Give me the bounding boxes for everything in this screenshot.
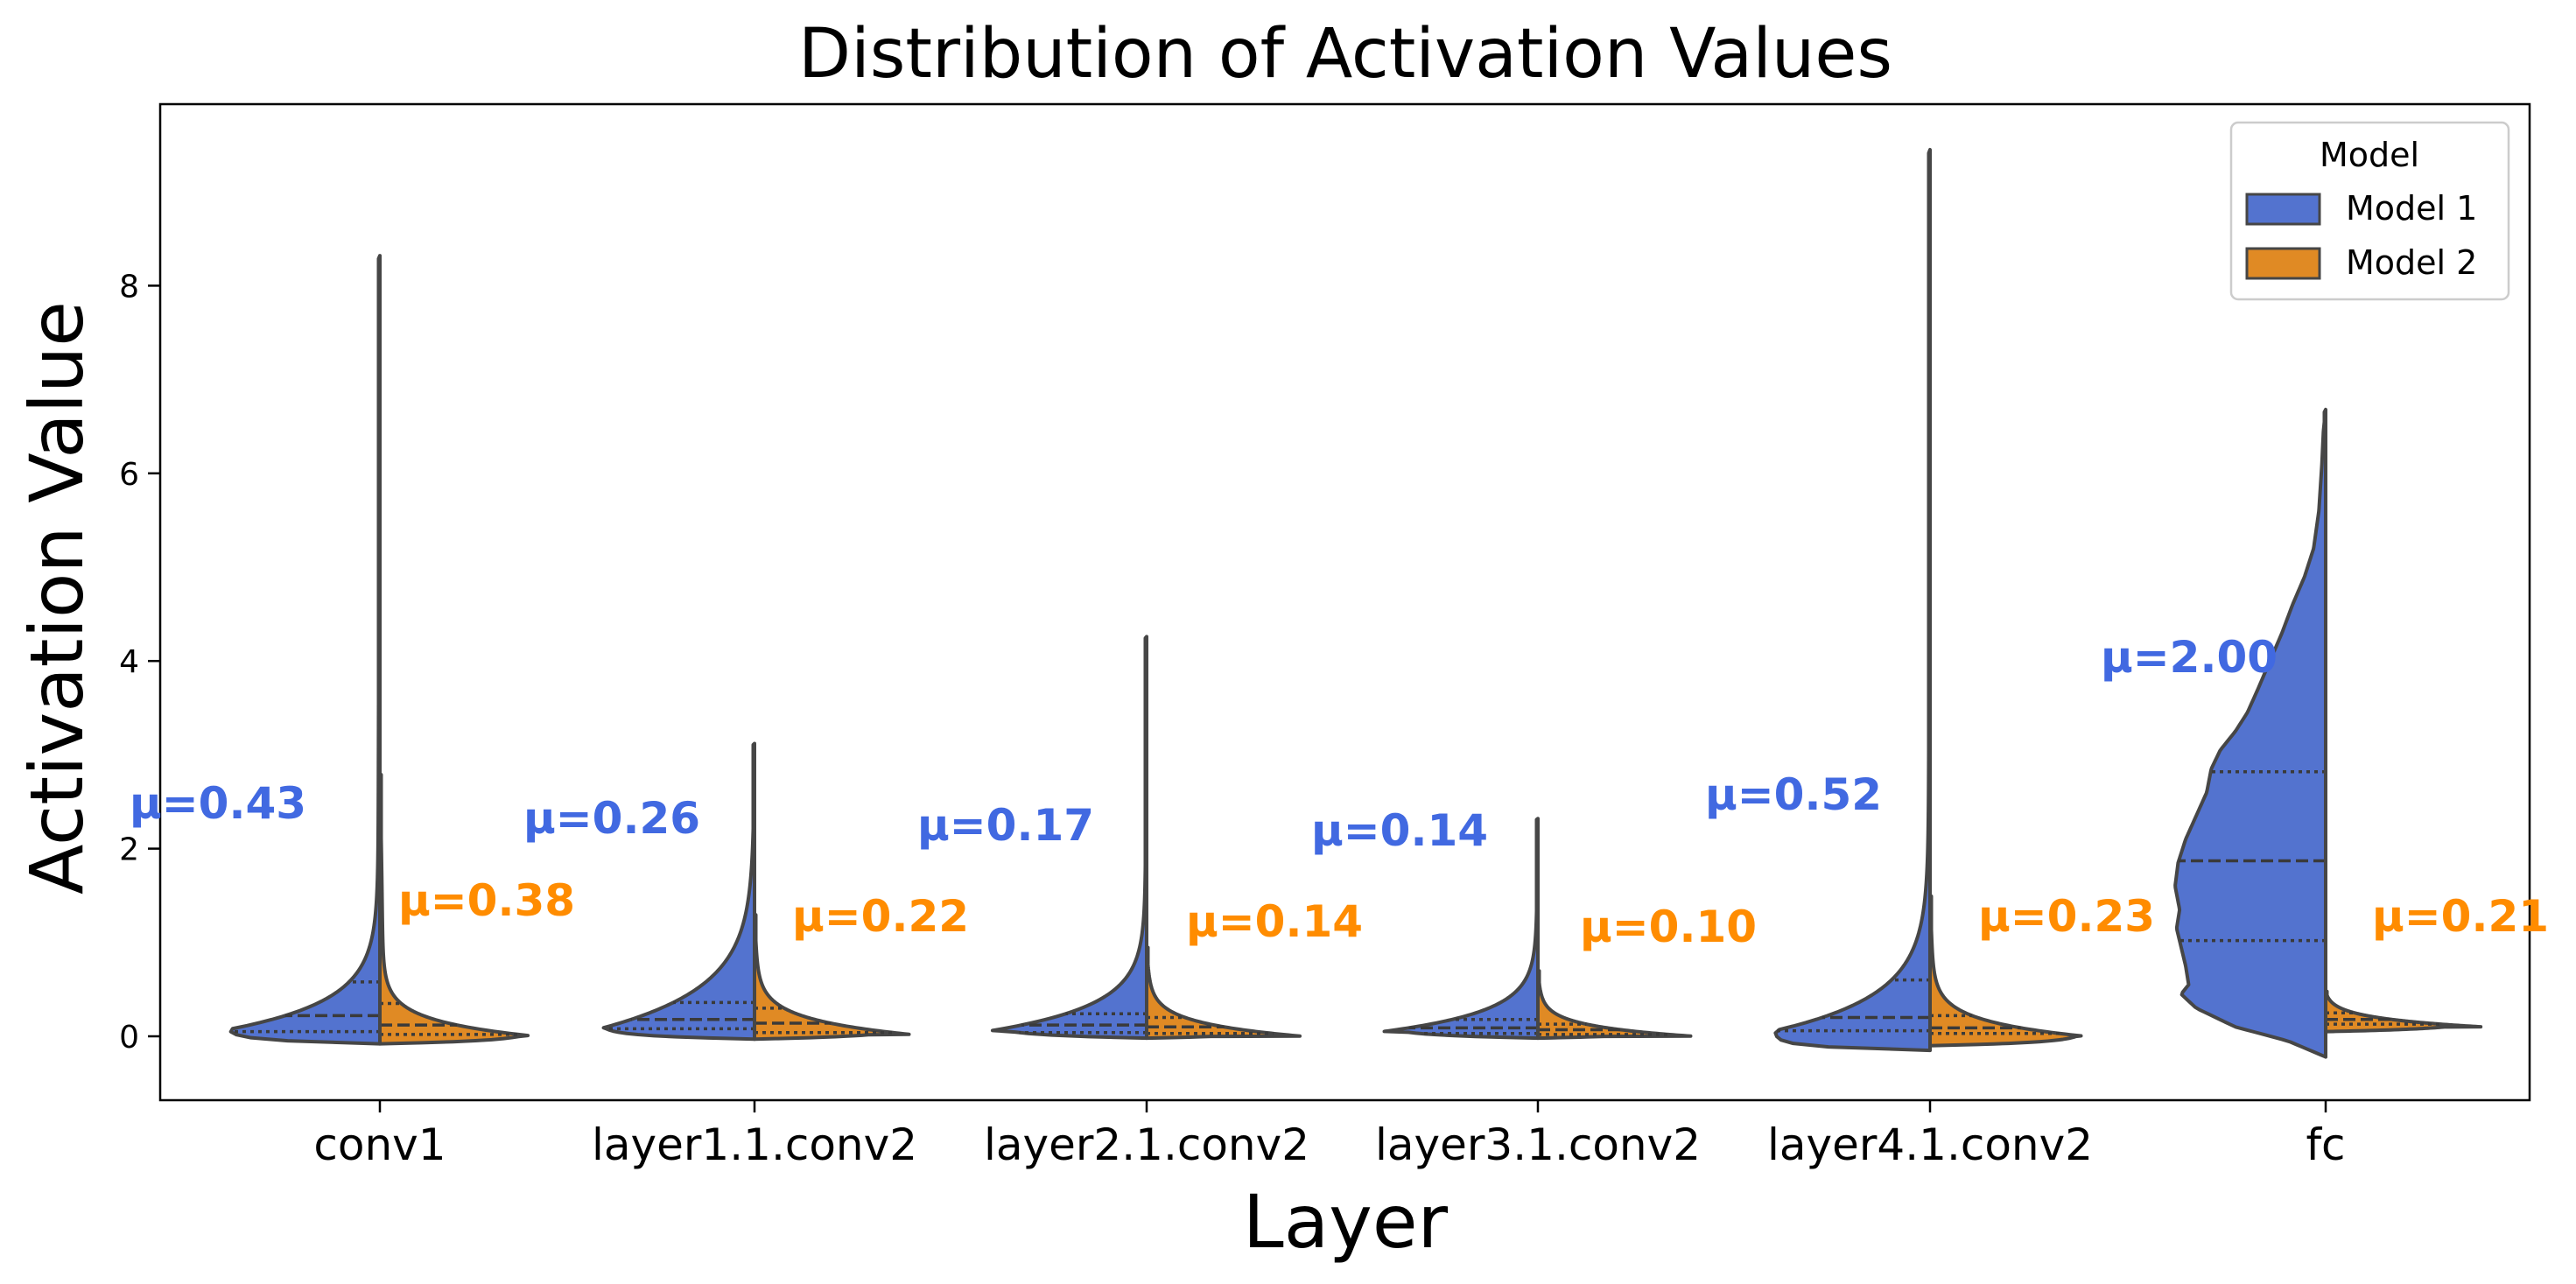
y-tick-label: 0 [119, 1020, 139, 1056]
mean-label-model-2: μ=0.14 [1186, 896, 1363, 947]
mean-label-model-1: μ=0.26 [523, 793, 700, 844]
legend-swatch-2 [2245, 247, 2321, 280]
x-tick-label: fc [2306, 1119, 2345, 1170]
legend-label-1: Model 1 [2346, 189, 2477, 228]
mean-label-model-2: μ=0.21 [2372, 891, 2549, 942]
legend-swatch-1 [2245, 193, 2321, 226]
x-tick-label: conv1 [313, 1119, 446, 1170]
x-tick-label: layer1.1.conv2 [592, 1119, 917, 1170]
plot-area: 0 2 4 6 8 conv1 layer1.1.conv2 layer2.1.conv2 la… [119, 102, 2549, 1170]
legend-label-2: Model 2 [2346, 243, 2477, 282]
mean-label-model-1: μ=0.43 [130, 778, 306, 829]
x-tick-label: layer4.1.conv2 [1767, 1119, 2093, 1170]
mean-label-model-2: μ=0.23 [1978, 891, 2155, 942]
chart-title: Distribution of Activation Values [798, 15, 1892, 94]
violin-model-1-fc [2173, 407, 2327, 1059]
y-tick-label: 6 [119, 457, 139, 493]
violin-model-2-fc [2324, 989, 2483, 1034]
legend: Model Model 1 Model 2 [2229, 121, 2510, 301]
violin-model-2-layer2-1-conv2 [1145, 945, 1302, 1041]
violin-model-1-layer1-1-conv2 [601, 741, 756, 1042]
mean-label-model-2: μ=0.38 [398, 875, 575, 926]
violin-model-1-conv1 [228, 254, 382, 1046]
y-tick-label: 4 [119, 644, 139, 680]
mean-label-model-1: μ=0.52 [1705, 769, 1882, 820]
y-tick-label: 2 [119, 832, 139, 868]
x-tick-label: layer2.1.conv2 [984, 1119, 1309, 1170]
x-axis-label: Layer [1243, 1179, 1449, 1265]
mean-label-model-1: μ=0.14 [1311, 805, 1488, 856]
legend-title: Model [2320, 136, 2419, 174]
mean-label-model-2: μ=0.10 [1580, 902, 1757, 952]
y-axis-label: Activation Value [14, 301, 100, 895]
mean-label-model-2: μ=0.22 [792, 891, 969, 942]
plot-frame [158, 102, 2531, 1102]
mean-label-model-1: μ=0.17 [917, 800, 1094, 851]
y-tick-label: 8 [119, 269, 139, 305]
mean-label-model-1: μ=2.00 [2101, 632, 2278, 683]
x-tick-label: layer3.1.conv2 [1375, 1119, 1701, 1170]
violin-model-1-layer4-1-conv2 [1773, 147, 1932, 1053]
violin-model-2-layer3-1-conv2 [1536, 968, 1693, 1041]
